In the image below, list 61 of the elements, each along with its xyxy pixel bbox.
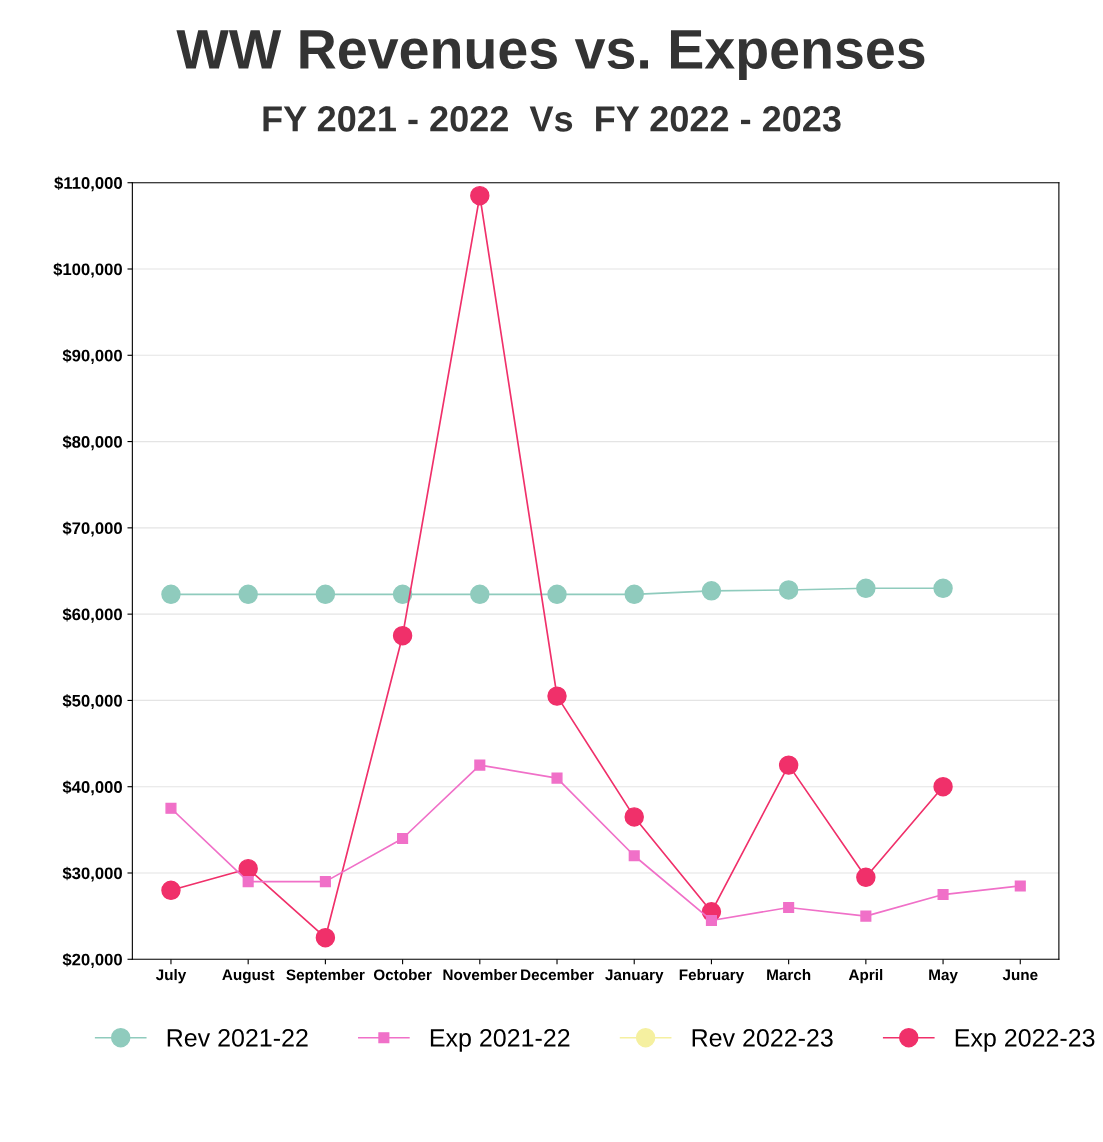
legend-label: Exp 2022-23 bbox=[955, 1029, 1095, 1052]
y-tick-label: $90,000 bbox=[62, 348, 122, 364]
point bbox=[860, 910, 872, 922]
point bbox=[624, 807, 644, 827]
x-tick-label: July bbox=[155, 969, 187, 984]
x-tick-label: May bbox=[929, 969, 958, 984]
y-tick-label: $30,000 bbox=[62, 866, 122, 882]
point bbox=[624, 584, 644, 605]
x-tick-label: October bbox=[373, 969, 432, 981]
point bbox=[242, 876, 254, 888]
point bbox=[315, 927, 336, 948]
point bbox=[856, 578, 876, 598]
x-tick-label: January bbox=[605, 969, 664, 984]
x-tick-label: March bbox=[767, 969, 811, 981]
point bbox=[1014, 880, 1026, 892]
point bbox=[238, 584, 258, 605]
point bbox=[392, 584, 413, 605]
point bbox=[778, 580, 799, 600]
chart-subtitle: FY 2021 - 2022 Vs FY 2022 - 2023 bbox=[263, 106, 841, 132]
x-tick-label: December bbox=[521, 969, 594, 981]
point bbox=[161, 584, 181, 605]
legend-label: Rev 2021-22 bbox=[167, 1029, 308, 1047]
legend-label: Exp 2021-22 bbox=[430, 1029, 570, 1052]
point bbox=[470, 185, 490, 206]
point bbox=[397, 832, 409, 845]
point bbox=[628, 850, 640, 862]
y-tick-label: $50,000 bbox=[62, 694, 122, 710]
point bbox=[705, 914, 717, 927]
x-tick-label: November bbox=[443, 969, 517, 981]
point bbox=[547, 686, 567, 706]
y-tick-label: $60,000 bbox=[62, 607, 122, 623]
point bbox=[165, 802, 177, 814]
point bbox=[856, 867, 876, 888]
y-tick-label: $80,000 bbox=[62, 435, 122, 451]
point bbox=[933, 578, 953, 598]
point bbox=[161, 880, 181, 900]
point bbox=[933, 776, 953, 797]
point bbox=[319, 876, 331, 888]
point bbox=[474, 759, 486, 771]
point bbox=[701, 581, 722, 601]
point bbox=[470, 584, 490, 605]
point bbox=[783, 901, 795, 914]
y-tick-label: $70,000 bbox=[62, 521, 122, 537]
point bbox=[392, 625, 413, 646]
point bbox=[238, 858, 258, 879]
x-tick-label: September bbox=[286, 969, 365, 984]
x-tick-label: August bbox=[222, 969, 275, 984]
chart-title: WW Revenues vs. Expenses bbox=[176, 30, 925, 81]
point bbox=[315, 584, 336, 605]
x-tick-label: April bbox=[848, 969, 883, 984]
y-tick-label: $40,000 bbox=[62, 780, 122, 796]
point bbox=[778, 755, 799, 775]
y-tick-label: $100,000 bbox=[53, 262, 122, 278]
point bbox=[937, 889, 949, 901]
legend-label: Rev 2022-23 bbox=[692, 1029, 833, 1047]
point bbox=[547, 584, 567, 605]
y-tick-label: $20,000 bbox=[62, 952, 122, 968]
point bbox=[551, 772, 563, 784]
y-tick-label: $110,000 bbox=[54, 176, 122, 192]
x-tick-label: June bbox=[1002, 969, 1038, 981]
x-tick-label: February bbox=[679, 969, 745, 984]
